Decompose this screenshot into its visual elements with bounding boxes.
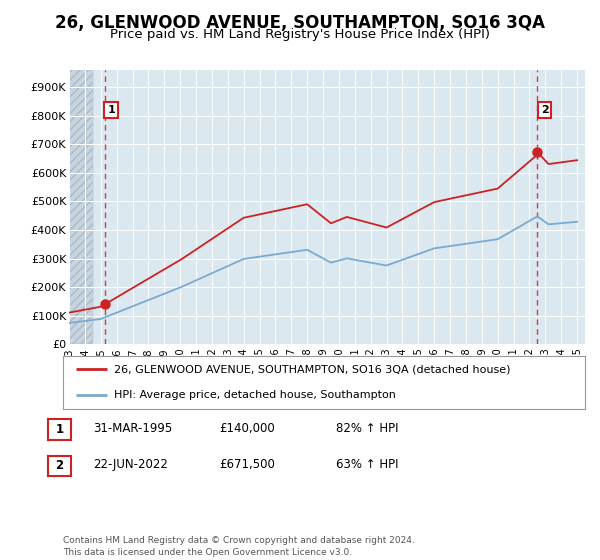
Text: £671,500: £671,500 [219, 458, 275, 472]
Text: 63% ↑ HPI: 63% ↑ HPI [336, 458, 398, 472]
Bar [69, 70, 93, 344]
Text: 26, GLENWOOD AVENUE, SOUTHAMPTON, SO16 3QA (detached house): 26, GLENWOOD AVENUE, SOUTHAMPTON, SO16 3… [114, 365, 511, 375]
Text: Contains HM Land Registry data © Crown copyright and database right 2024.
This d: Contains HM Land Registry data © Crown c… [63, 536, 415, 557]
Text: 1: 1 [107, 105, 115, 115]
Text: 1: 1 [55, 423, 64, 436]
Text: Price paid vs. HM Land Registry's House Price Index (HPI): Price paid vs. HM Land Registry's House … [110, 28, 490, 41]
Text: HPI: Average price, detached house, Southampton: HPI: Average price, detached house, Sout… [114, 390, 396, 400]
Text: 2: 2 [55, 459, 64, 473]
Text: £140,000: £140,000 [219, 422, 275, 435]
Text: 26, GLENWOOD AVENUE, SOUTHAMPTON, SO16 3QA: 26, GLENWOOD AVENUE, SOUTHAMPTON, SO16 3… [55, 14, 545, 32]
Text: 2: 2 [541, 105, 549, 115]
Text: 82% ↑ HPI: 82% ↑ HPI [336, 422, 398, 435]
Text: 22-JUN-2022: 22-JUN-2022 [93, 458, 168, 472]
Text: 31-MAR-1995: 31-MAR-1995 [93, 422, 172, 435]
